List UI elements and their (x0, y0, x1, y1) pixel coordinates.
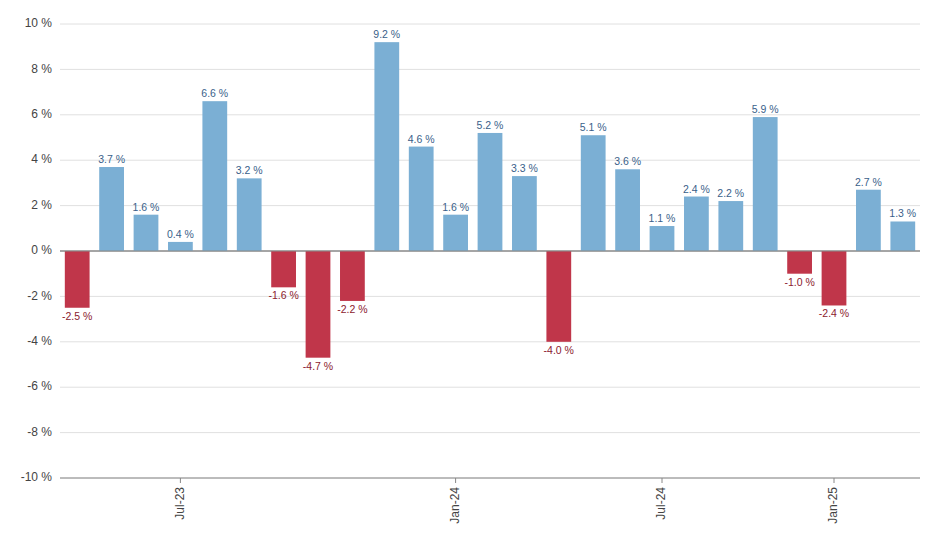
grid-line (60, 114, 920, 115)
grid-line (60, 296, 920, 297)
bar (168, 242, 193, 251)
data-label: 2.2 % (717, 187, 744, 199)
data-label: 6.6 % (201, 87, 228, 99)
data-label: 1.6 % (442, 201, 469, 213)
bar (856, 190, 881, 251)
bar (99, 167, 124, 251)
data-label: 5.1 % (580, 121, 607, 133)
bar (443, 215, 468, 251)
bar (478, 133, 503, 251)
data-label: -2.2 % (337, 303, 367, 315)
bar (65, 251, 90, 308)
y-tick-label: -6 % (27, 379, 52, 393)
x-axis (60, 478, 920, 479)
bar (822, 251, 847, 305)
bar (202, 101, 227, 251)
x-tick-label: Jan-25 (826, 487, 840, 524)
data-label: 1.3 % (889, 207, 916, 219)
x-tick (455, 478, 456, 483)
bars (65, 42, 915, 358)
y-tick-label: 2 % (31, 198, 52, 212)
grid-line (60, 341, 920, 342)
bar (409, 147, 434, 251)
bar (581, 135, 606, 251)
data-label: 3.3 % (511, 162, 538, 174)
bar (512, 176, 537, 251)
data-label: -1.6 % (268, 289, 298, 301)
data-label: 2.7 % (855, 176, 882, 188)
bar (237, 178, 262, 251)
zero-line (60, 251, 920, 252)
x-tick (180, 478, 181, 483)
x-tick-label: Jul-23 (173, 487, 187, 520)
data-label: -2.4 % (819, 307, 849, 319)
data-label: 3.2 % (236, 164, 263, 176)
y-tick-label: -2 % (27, 289, 52, 303)
y-tick-label: -10 % (21, 470, 53, 484)
grid-line (60, 387, 920, 388)
data-label: 2.4 % (683, 183, 710, 195)
grid (60, 24, 920, 478)
bar (753, 117, 778, 251)
grid-line (60, 69, 920, 70)
y-tick-label: 6 % (31, 107, 52, 121)
data-label: 0.4 % (167, 228, 194, 240)
bar (718, 201, 743, 251)
x-tick (834, 478, 835, 483)
grid-line (60, 24, 920, 25)
grid-line (60, 432, 920, 433)
bar (615, 169, 640, 251)
grid-line (60, 478, 920, 479)
data-label: 9.2 % (373, 28, 400, 40)
x-tick-label: Jan-24 (448, 487, 462, 524)
bar (787, 251, 812, 274)
y-tick-label: -4 % (27, 334, 52, 348)
data-label: 3.7 % (98, 153, 125, 165)
data-label: 5.9 % (752, 103, 779, 115)
bar (890, 221, 915, 251)
y-tick-label: -8 % (27, 425, 52, 439)
data-label: 5.2 % (477, 119, 504, 131)
data-label: -4.7 % (303, 360, 333, 372)
bar (340, 251, 365, 301)
bar (306, 251, 331, 358)
bar (374, 42, 399, 251)
y-tick-label: 0 % (31, 243, 52, 257)
data-label: 4.6 % (408, 133, 435, 145)
bar (684, 197, 709, 251)
y-tick-label: 4 % (31, 152, 52, 166)
bar (546, 251, 571, 342)
bar (271, 251, 296, 287)
y-tick-label: 10 % (25, 16, 53, 30)
data-label: 1.6 % (133, 201, 160, 213)
x-tick-label: Jul-24 (654, 487, 668, 520)
data-label: -4.0 % (544, 344, 574, 356)
data-label: 1.1 % (649, 212, 676, 224)
bar (650, 226, 675, 251)
bar (134, 215, 159, 251)
data-label: 3.6 % (614, 155, 641, 167)
chart: -10 % -8 % -6 % -4 % -2 % 0 % 2 % 4 % 6 % 8 % 10 %… (0, 0, 940, 550)
x-tick (662, 478, 663, 483)
y-tick-label: 8 % (31, 62, 52, 76)
zero-axis (60, 251, 920, 252)
data-label: -2.5 % (62, 310, 92, 322)
data-label: -1.0 % (784, 276, 814, 288)
